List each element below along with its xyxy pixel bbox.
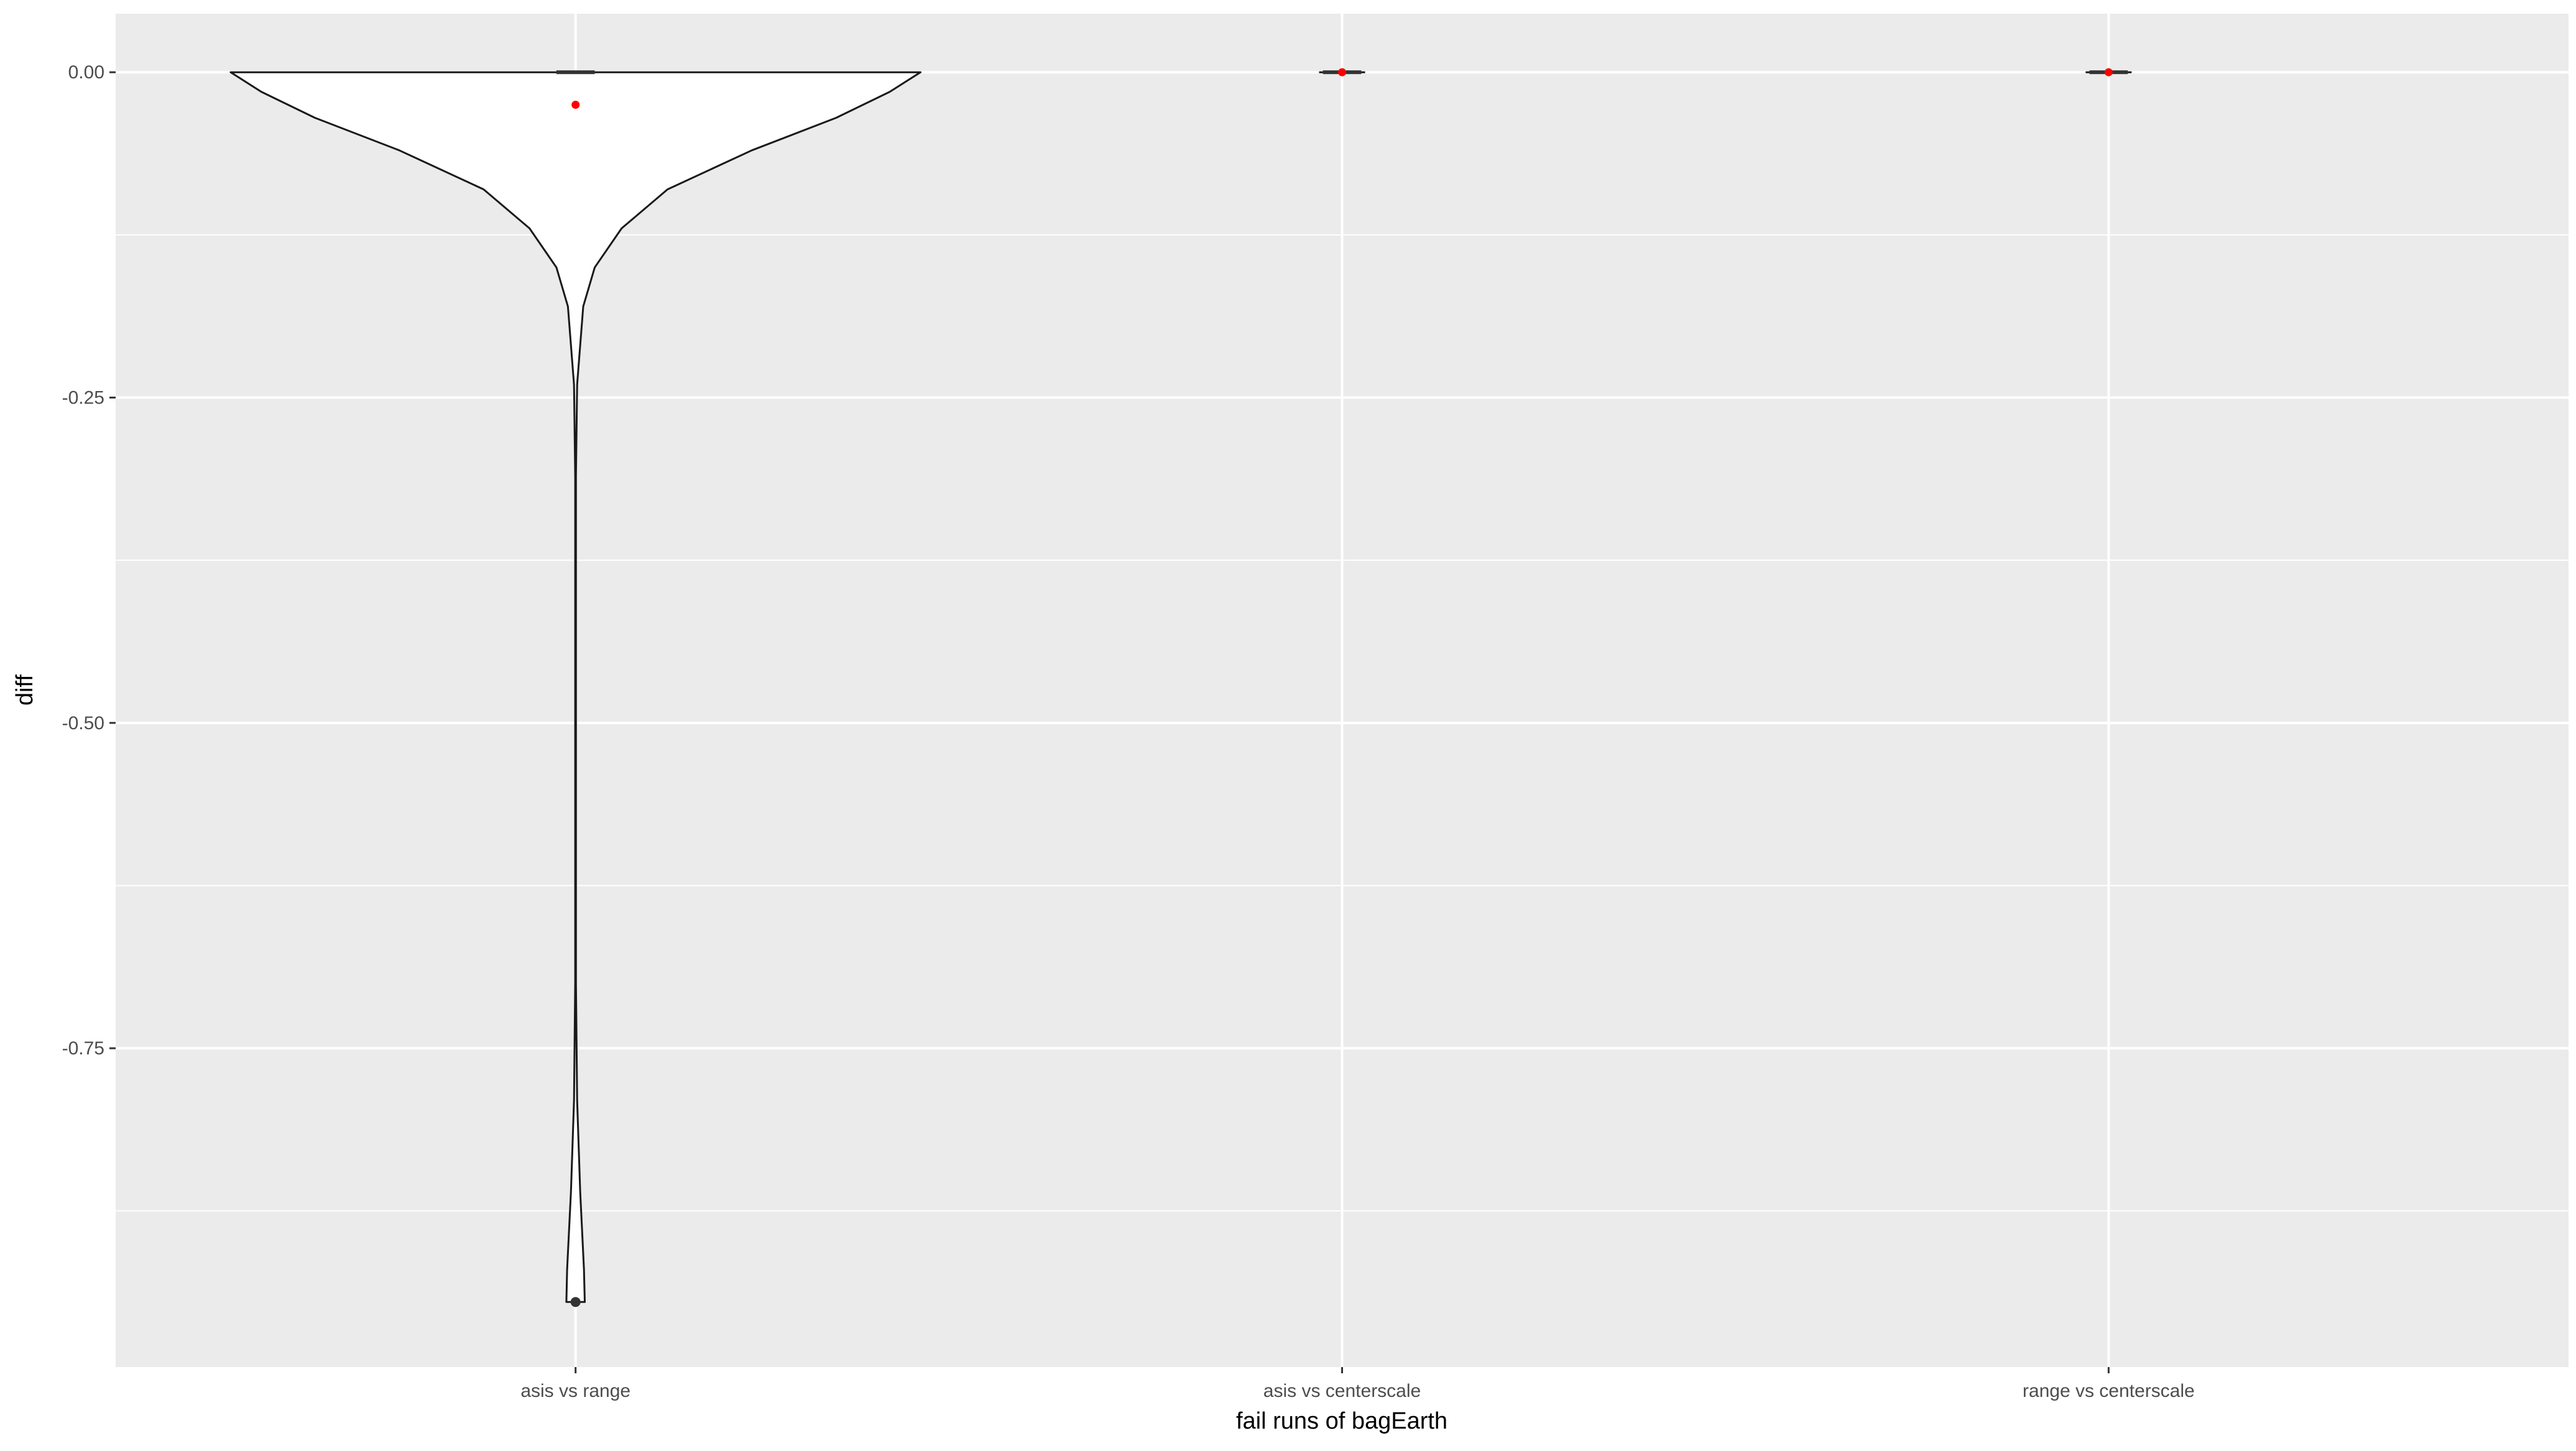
x-axis-title: fail runs of bagEarth — [1236, 1408, 1447, 1434]
y-tick-label: -0.25 — [62, 388, 104, 408]
mean-point — [1338, 68, 1346, 76]
x-axis: asis vs range asis vs centerscale range vs… — [520, 1367, 2195, 1401]
y-axis-title: diff — [12, 675, 38, 706]
x-tick-label: asis vs centerscale — [1263, 1381, 1421, 1401]
y-tick-label: -0.50 — [62, 713, 104, 734]
violins — [229, 68, 2132, 1307]
outlier-point — [570, 1297, 581, 1307]
y-tick-label: 0.00 — [68, 62, 104, 83]
y-tick-label: -0.75 — [62, 1038, 104, 1059]
x-tick-label: asis vs range — [520, 1381, 630, 1401]
x-tick-label: range vs centerscale — [2023, 1381, 2195, 1401]
violin-shape — [229, 71, 921, 1303]
boxplot-box — [556, 70, 595, 75]
mean-point — [571, 101, 580, 109]
y-axis: 0.00 -0.25 -0.50 -0.75 — [62, 62, 116, 1059]
mean-point — [2104, 68, 2113, 76]
